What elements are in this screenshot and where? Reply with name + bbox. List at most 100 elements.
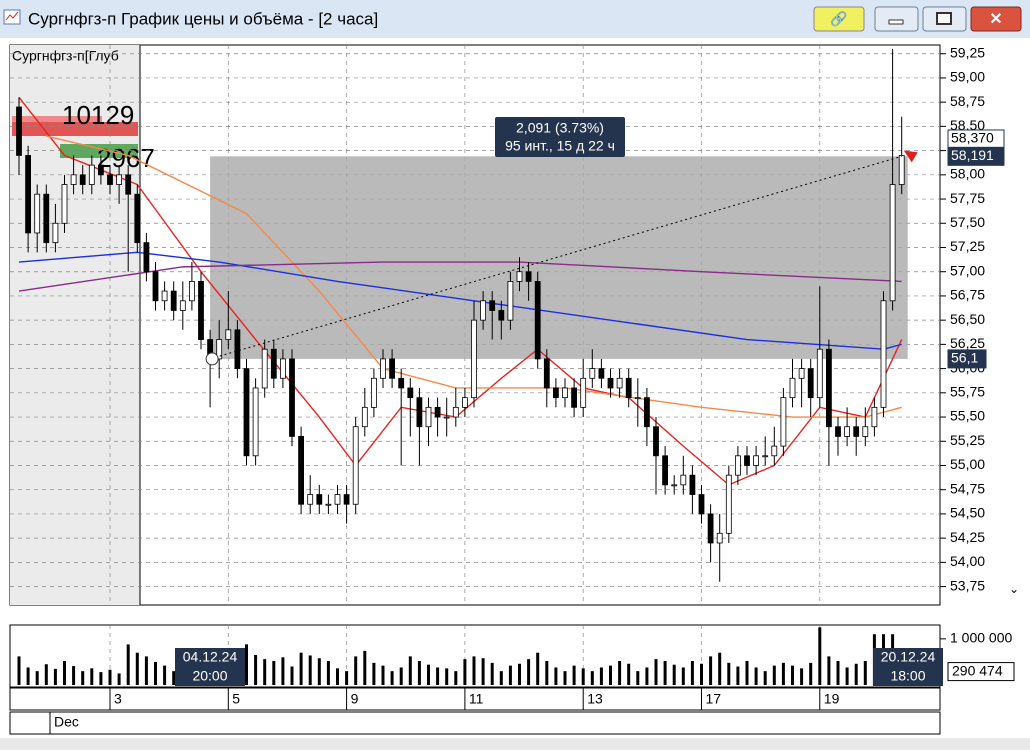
- candle-body: [234, 329, 241, 369]
- price-tag-label: 58,191: [951, 147, 994, 163]
- candle-body: [798, 368, 805, 379]
- y-tick-label: 54,75: [950, 480, 985, 496]
- candle-body: [607, 377, 614, 389]
- candle-body: [625, 377, 632, 399]
- candle-body: [434, 406, 441, 418]
- volume-bar: [700, 663, 703, 685]
- y-tick-label: 58,00: [950, 166, 985, 182]
- candle-body: [771, 445, 778, 457]
- depth-ask-bars: [12, 116, 102, 122]
- y-tick-label: 59,00: [950, 69, 985, 85]
- candle-body: [298, 436, 305, 505]
- x-tick-label: 3: [114, 691, 122, 707]
- cursor-date-box: [873, 648, 943, 686]
- current-marker: [903, 150, 918, 163]
- volume-bar: [727, 662, 731, 685]
- candle-body: [461, 397, 468, 408]
- volume-bar: [436, 667, 440, 685]
- cursor-date: 20.12.24: [881, 649, 936, 665]
- candle-body: [88, 164, 95, 185]
- volume-bar: [26, 667, 30, 685]
- volume-bar: [336, 668, 339, 685]
- volume-bar: [363, 650, 367, 685]
- measure-tooltip: [495, 117, 625, 157]
- candle-body: [553, 387, 559, 399]
- scroll-down[interactable]: ⌄: [1009, 582, 1019, 596]
- volume-bar: [527, 659, 531, 685]
- y-tick-label: 54,25: [950, 529, 985, 545]
- y-tick-label: 57,75: [950, 190, 985, 206]
- candle-body: [16, 106, 22, 156]
- candle-body: [179, 300, 186, 311]
- volume-bar: [463, 659, 467, 685]
- candle-body: [644, 397, 650, 428]
- volume-bar: [618, 661, 622, 685]
- price-tag: [947, 146, 1005, 166]
- candle-body: [79, 174, 86, 185]
- volume-bar: [645, 667, 649, 685]
- y-tick-label: 55,75: [950, 384, 985, 400]
- y-tick-label: 56,50: [950, 311, 985, 327]
- candle-body: [844, 426, 850, 437]
- volume-bar: [53, 668, 57, 685]
- candle-body: [352, 426, 359, 505]
- depth-bid-label: 2967: [97, 143, 155, 173]
- volume-bar: [818, 627, 822, 685]
- window-icon-line: [5, 11, 19, 21]
- x-tick-label: 17: [706, 691, 722, 707]
- candle-body: [789, 377, 796, 399]
- volume-bar: [281, 657, 285, 685]
- volume-bar: [17, 656, 21, 685]
- volume-bar: [545, 661, 549, 685]
- volume-bar: [518, 663, 521, 685]
- link-button[interactable]: [813, 6, 865, 32]
- volume-bar: [745, 661, 749, 685]
- candle-body: [170, 290, 177, 311]
- candle-body: [616, 377, 623, 389]
- candle-body: [243, 368, 250, 457]
- candle-body: [780, 397, 787, 447]
- candle-body: [698, 494, 705, 515]
- volume-bar: [581, 668, 585, 685]
- volume-bar: [172, 671, 176, 685]
- y-tick-label: 58,75: [950, 93, 985, 109]
- volume-bar: [90, 668, 94, 685]
- volume-bar: [718, 652, 722, 685]
- candle-body: [425, 406, 432, 428]
- volume-bar: [754, 667, 758, 685]
- x-tick-label: 9: [351, 691, 359, 707]
- minimize-button[interactable]: [874, 6, 919, 32]
- candle-body: [152, 271, 159, 302]
- candle-body: [134, 193, 141, 244]
- volume-bar: [108, 669, 112, 685]
- candle-body: [270, 348, 277, 379]
- depth-zone: [10, 45, 140, 605]
- volume-bar: [326, 661, 330, 685]
- volume-bar: [126, 644, 130, 685]
- volume-bar: [35, 671, 39, 685]
- h-scrollbar[interactable]: [0, 738, 1030, 750]
- volume-bar: [627, 663, 631, 685]
- candle-body: [289, 358, 295, 437]
- volume-bar: [263, 659, 267, 685]
- candle-body: [744, 455, 750, 466]
- candle-body: [70, 174, 77, 185]
- volume-bar: [772, 665, 776, 685]
- candle-body: [443, 416, 450, 419]
- volume-bar: [536, 652, 540, 685]
- candle-body: [143, 242, 150, 273]
- candle-body: [871, 406, 878, 428]
- volume-bar: [854, 663, 858, 685]
- close-button[interactable]: [970, 6, 1022, 32]
- volume-bar: [299, 652, 303, 685]
- volume-bar: [863, 661, 867, 685]
- candle-body: [580, 377, 587, 408]
- x-tick-label: 19: [824, 691, 840, 707]
- candle-body: [589, 368, 596, 379]
- depth-ask-bars: [12, 122, 138, 136]
- candle-body: [835, 426, 841, 437]
- y-tick-label: 54,50: [950, 505, 985, 521]
- candle-body: [562, 387, 568, 399]
- candle-body: [43, 193, 50, 244]
